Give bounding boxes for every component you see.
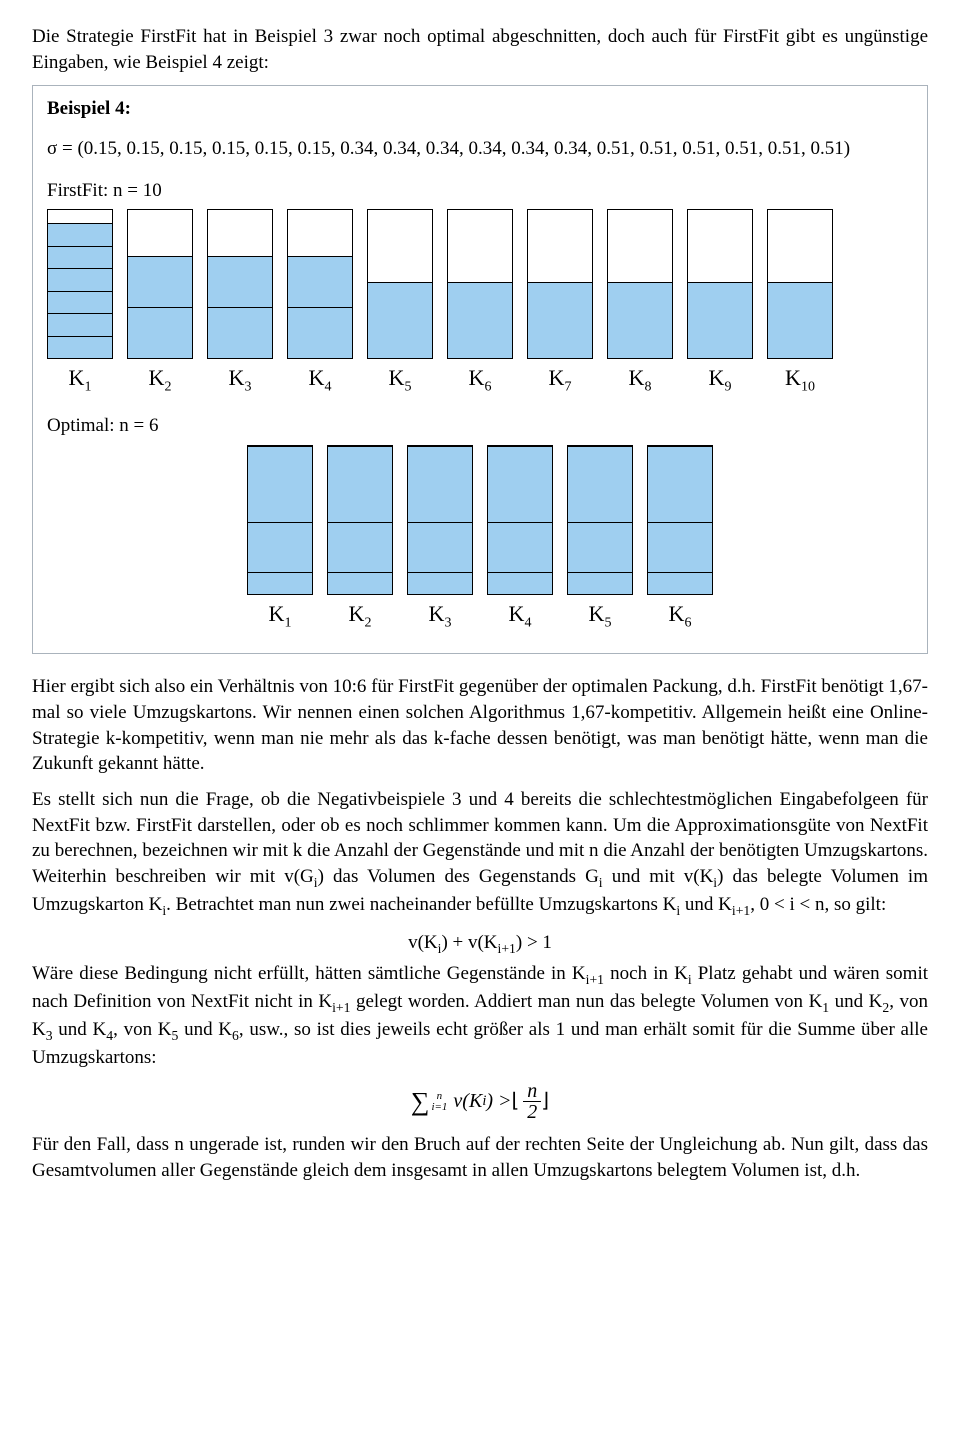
bin-item: [208, 307, 272, 358]
bin: [247, 445, 313, 595]
bin-column: K7: [527, 209, 593, 397]
bin-label: K5: [589, 599, 612, 633]
bin-item: [208, 256, 272, 307]
bin-item: [408, 572, 472, 594]
bin: [207, 209, 273, 359]
bin-item: [488, 572, 552, 594]
bin: [287, 209, 353, 359]
bin-column: K6: [647, 445, 713, 633]
bin-item: [48, 268, 112, 291]
bin-label: K2: [149, 363, 172, 397]
bin-label: K3: [429, 599, 452, 633]
bin-label: K9: [709, 363, 732, 397]
bin-item: [568, 572, 632, 594]
bin-label: K10: [785, 363, 815, 397]
bin-item: [648, 522, 712, 572]
bin-item: [488, 446, 552, 521]
bin-label: K1: [269, 599, 292, 633]
optimal-label: Optimal: n = 6: [47, 413, 913, 439]
body-paragraph-1: Hier ergibt sich also ein Verhältnis von…: [32, 674, 928, 777]
bin-item: [408, 522, 472, 572]
bin-item: [328, 572, 392, 594]
bin-item: [568, 446, 632, 521]
bin: [687, 209, 753, 359]
bin-label: K5: [389, 363, 412, 397]
body-paragraph-3: Wäre diese Bedingung nicht erfüllt, hätt…: [32, 961, 928, 1071]
bin-item: [128, 256, 192, 307]
bin: [647, 445, 713, 595]
bin-column: K2: [327, 445, 393, 633]
bin-item: [48, 336, 112, 359]
bin-label: K2: [349, 599, 372, 633]
bin-item: [48, 313, 112, 336]
optimal-bins: K1 K2 K3 K4 K5 K6: [47, 445, 913, 633]
bin-column: K9: [687, 209, 753, 397]
bin-item: [328, 446, 392, 521]
example-box: Beispiel 4: σ = (0.15, 0.15, 0.15, 0.15,…: [32, 85, 928, 654]
bin-item: [328, 522, 392, 572]
bin: [607, 209, 673, 359]
bin-label: K3: [229, 363, 252, 397]
bin-item: [488, 522, 552, 572]
bin-column: K4: [287, 209, 353, 397]
bin-label: K6: [469, 363, 492, 397]
bin-column: K10: [767, 209, 833, 397]
bin-item: [48, 223, 112, 246]
bin: [527, 209, 593, 359]
inequality-1: v(Ki) + v(Ki+1) > 1: [32, 930, 928, 958]
bin-column: K4: [487, 445, 553, 633]
bin-item: [448, 282, 512, 359]
bin-item: [368, 282, 432, 359]
bin: [367, 209, 433, 359]
bin-item: [48, 291, 112, 314]
example-title: Beispiel 4:: [47, 96, 913, 122]
sigma-sequence: σ = (0.15, 0.15, 0.15, 0.15, 0.15, 0.15,…: [47, 136, 913, 162]
bin-column: K8: [607, 209, 673, 397]
bin-label: K8: [629, 363, 652, 397]
bin: [447, 209, 513, 359]
bin-label: K4: [309, 363, 332, 397]
sum-formula: ∑ n i=1 v(Ki) > ⌊ n 2 ⌋: [32, 1081, 928, 1122]
bin-item: [648, 572, 712, 594]
bin-item: [568, 522, 632, 572]
bin-item: [608, 282, 672, 359]
bin-column: K1: [47, 209, 113, 397]
bin-item: [48, 246, 112, 269]
body-paragraph-2: Es stellt sich nun die Frage, ob die Neg…: [32, 787, 928, 920]
bin-column: K6: [447, 209, 513, 397]
bin: [127, 209, 193, 359]
bin: [567, 445, 633, 595]
firstfit-bins: K1 K2 K3 K4 K5 K6 K7 K8 K9 K10: [47, 209, 913, 397]
bin: [47, 209, 113, 359]
bin-item: [248, 446, 312, 521]
bin-item: [288, 307, 352, 358]
bin: [407, 445, 473, 595]
bin-label: K4: [509, 599, 532, 633]
bin-item: [128, 307, 192, 358]
bin-column: K3: [207, 209, 273, 397]
bin-label: K6: [669, 599, 692, 633]
intro-text: Die Strategie FirstFit hat in Beispiel 3…: [32, 24, 928, 75]
bin-item: [648, 446, 712, 521]
bin-item: [408, 446, 472, 521]
bin-item: [768, 282, 832, 359]
bin: [767, 209, 833, 359]
bin: [327, 445, 393, 595]
bin: [487, 445, 553, 595]
bin-item: [528, 282, 592, 359]
bin-column: K3: [407, 445, 473, 633]
firstfit-label: FirstFit: n = 10: [47, 178, 913, 204]
bin-label: K7: [549, 363, 572, 397]
bin-item: [248, 522, 312, 572]
bin-label: K1: [69, 363, 92, 397]
bin-item: [248, 572, 312, 594]
bin-item: [688, 282, 752, 359]
bin-column: K1: [247, 445, 313, 633]
bin-column: K5: [367, 209, 433, 397]
bin-column: K5: [567, 445, 633, 633]
bin-column: K2: [127, 209, 193, 397]
body-paragraph-4: Für den Fall, dass n ungerade ist, runde…: [32, 1132, 928, 1183]
bin-item: [288, 256, 352, 307]
